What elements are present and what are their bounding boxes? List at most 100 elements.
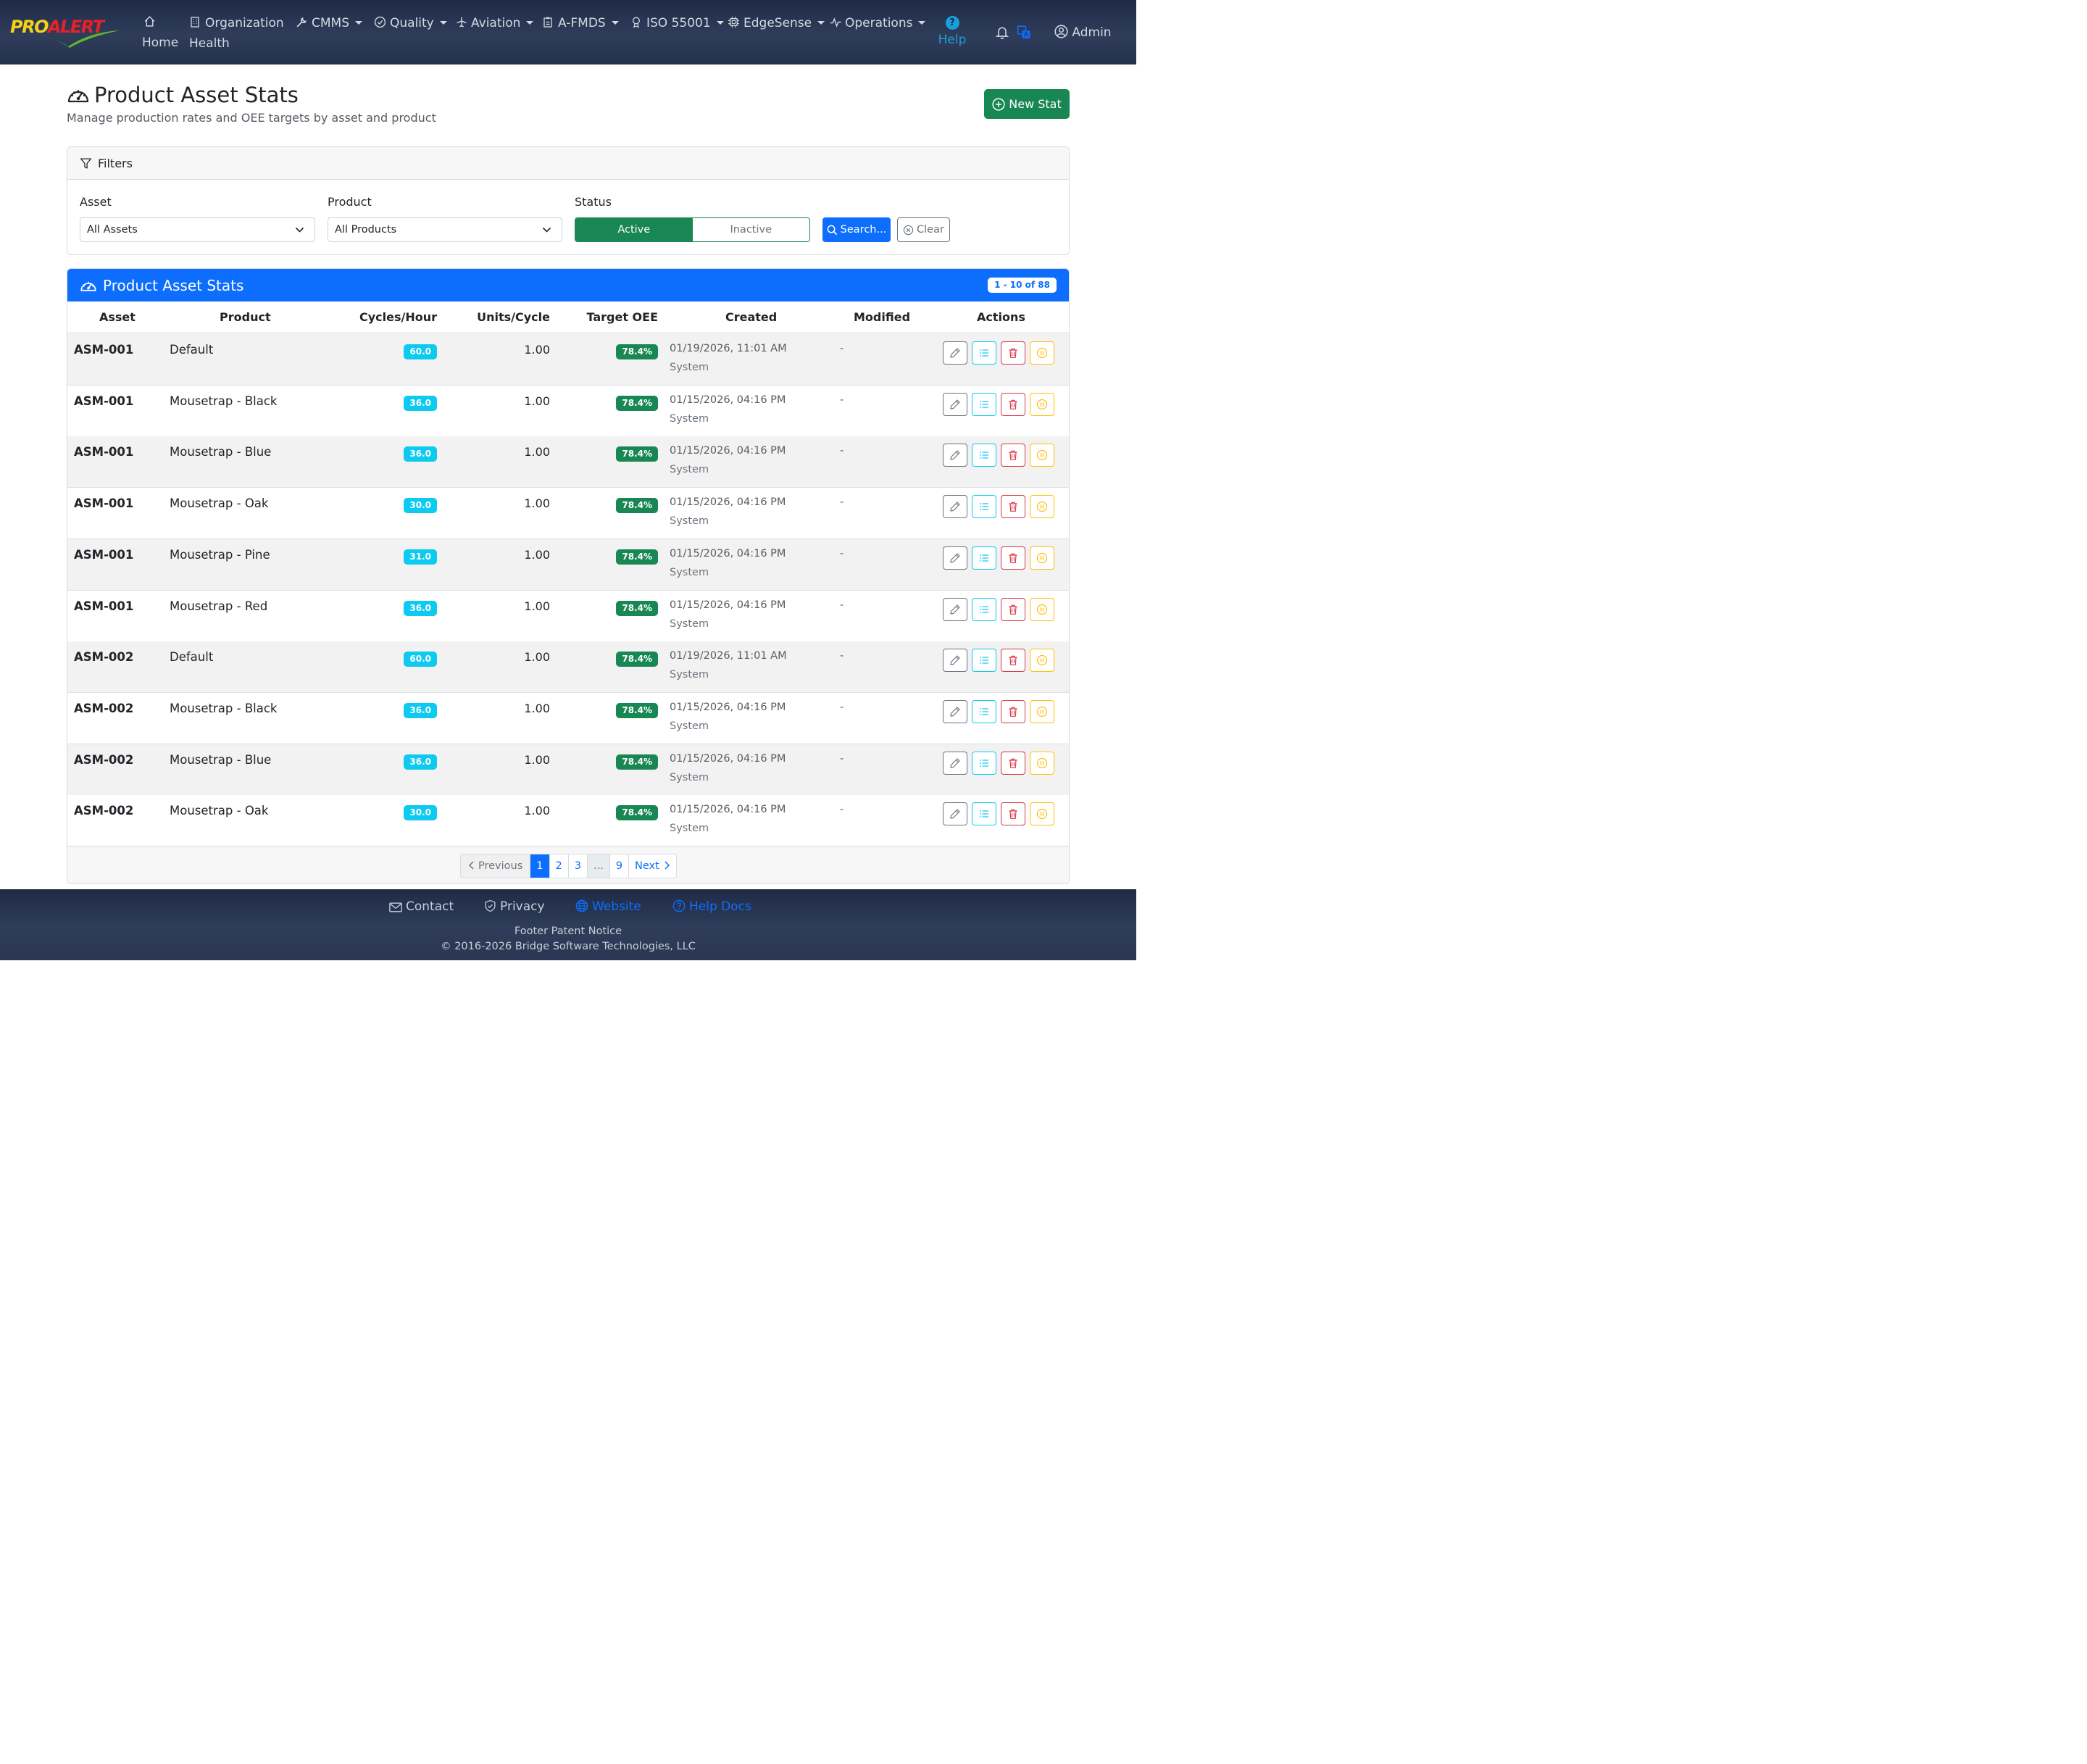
deactivate-button[interactable] [1030, 444, 1054, 467]
pause-circle-icon [1036, 552, 1048, 563]
column-header-product[interactable]: Product [220, 310, 271, 324]
details-button[interactable] [972, 392, 996, 416]
asset-select[interactable]: All Assets [80, 217, 315, 242]
details-button[interactable] [972, 751, 996, 775]
edit-button[interactable] [943, 751, 967, 775]
delete-button[interactable] [1001, 597, 1025, 621]
pencil-icon [950, 553, 960, 563]
edit-button[interactable] [943, 597, 967, 621]
column-header-target-oee[interactable]: Target OEE [586, 310, 658, 324]
edit-button[interactable] [943, 444, 967, 467]
deactivate-button[interactable] [1030, 649, 1054, 673]
language-button[interactable] [1017, 25, 1034, 43]
row-actions [943, 802, 1054, 826]
cycles-per-hour-badge: 60.0 [404, 344, 437, 359]
edit-button[interactable] [943, 802, 967, 826]
edit-button[interactable] [943, 699, 967, 723]
cell-created-by: System [670, 515, 709, 528]
nav-quality[interactable]: Quality [374, 14, 447, 34]
product-select[interactable]: All Products [328, 217, 562, 242]
list-icon [979, 605, 988, 613]
details-button[interactable] [972, 444, 996, 467]
new-stat-button[interactable]: New Stat [984, 89, 1070, 119]
row-actions [943, 392, 1054, 416]
deactivate-button[interactable] [1030, 751, 1054, 775]
column-header-asset[interactable]: Asset [99, 310, 136, 324]
pencil-icon [950, 450, 960, 460]
details-button[interactable] [972, 802, 996, 826]
delete-button[interactable] [1001, 546, 1025, 570]
status-active-button[interactable]: Active [575, 218, 693, 241]
nav-edgesense[interactable]: EdgeSense [728, 14, 825, 34]
home-icon [144, 16, 155, 27]
column-header-modified[interactable]: Modified [854, 310, 911, 324]
pagination-page-3[interactable]: 3 [567, 854, 587, 878]
row-actions [943, 495, 1054, 519]
nav-a-fmds[interactable]: A-FMDS [542, 14, 619, 34]
notifications-button[interactable] [995, 25, 1009, 43]
trash-icon [1009, 758, 1017, 768]
deactivate-button[interactable] [1030, 802, 1054, 826]
target-oee-badge: 78.4% [616, 549, 658, 565]
cycles-per-hour-badge: 60.0 [404, 652, 437, 667]
deactivate-button[interactable] [1030, 546, 1054, 570]
edit-button[interactable] [943, 649, 967, 673]
chevron-down-icon [918, 21, 926, 25]
user-menu[interactable]: Admin [1054, 25, 1112, 40]
footer-privacy-link[interactable]: Privacy [484, 899, 545, 914]
details-button[interactable] [972, 649, 996, 673]
proalert-logo[interactable]: PROALERT [10, 16, 123, 48]
pagination-page-9[interactable]: 9 [609, 854, 629, 878]
pagination-page-1[interactable]: 1 [530, 854, 549, 878]
clear-button[interactable]: Clear [897, 217, 950, 242]
edit-button[interactable] [943, 341, 967, 365]
pagination-next[interactable]: Next [628, 854, 676, 878]
table-row: ASM-002 Mousetrap - Oak 30.0 1.00 78.4% 01/15… [67, 795, 1069, 847]
footer-contact-link[interactable]: Contact [389, 899, 454, 914]
delete-button[interactable] [1001, 649, 1025, 673]
delete-button[interactable] [1001, 751, 1025, 775]
details-button[interactable] [972, 495, 996, 519]
nav-home[interactable]: Home [142, 14, 178, 52]
table-column-headers: Asset Product Cycles/Hour Units/Cycle Ta… [67, 301, 1069, 333]
edit-button[interactable] [943, 392, 967, 416]
delete-button[interactable] [1001, 341, 1025, 365]
deactivate-button[interactable] [1030, 699, 1054, 723]
deactivate-button[interactable] [1030, 495, 1054, 519]
search-button[interactable]: Search... [822, 217, 891, 242]
details-button[interactable] [972, 341, 996, 365]
column-header-created[interactable]: Created [725, 310, 778, 324]
pagination-page-2[interactable]: 2 [549, 854, 568, 878]
cell-product: Mousetrap - Blue [170, 445, 272, 459]
footer-help-docs-link[interactable]: Help Docs [672, 899, 751, 914]
column-header-cycles-hour[interactable]: Cycles/Hour [359, 310, 437, 324]
pagination-previous[interactable]: Previous [461, 854, 530, 878]
delete-button[interactable] [1001, 802, 1025, 826]
details-button[interactable] [972, 546, 996, 570]
edit-button[interactable] [943, 546, 967, 570]
nav-cmms[interactable]: CMMS [296, 14, 362, 34]
details-button[interactable] [972, 597, 996, 621]
delete-button[interactable] [1001, 495, 1025, 519]
page-footer: Contact Privacy Website Help Docs Footer… [0, 889, 1136, 960]
nav-operations[interactable]: Operations [829, 14, 926, 34]
column-header-units-cycle[interactable]: Units/Cycle [477, 310, 550, 324]
status-inactive-button[interactable]: Inactive [692, 218, 809, 241]
nav-aviation[interactable]: Aviation [455, 14, 534, 34]
table-row: ASM-001 Mousetrap - Blue 36.0 1.00 78.4% 01/1… [67, 436, 1069, 488]
nav-iso-55001[interactable]: ISO 55001 [630, 14, 724, 34]
deactivate-button[interactable] [1030, 341, 1054, 365]
delete-button[interactable] [1001, 699, 1025, 723]
nav-organization-health[interactable]: Organization Health [189, 16, 284, 51]
details-button[interactable] [972, 699, 996, 723]
deactivate-button[interactable] [1030, 597, 1054, 621]
deactivate-button[interactable] [1030, 392, 1054, 416]
delete-button[interactable] [1001, 392, 1025, 416]
footer-website-link[interactable]: Website [575, 899, 641, 914]
nav-help[interactable]: ? Help [938, 16, 967, 47]
pause-circle-icon [1036, 757, 1048, 768]
edit-button[interactable] [943, 495, 967, 519]
cell-created-date: 01/15/2026, 04:16 PM [670, 394, 786, 406]
delete-button[interactable] [1001, 444, 1025, 467]
table-row: ASM-001 Mousetrap - Pine 31.0 1.00 78.4% 01/1… [67, 538, 1069, 591]
